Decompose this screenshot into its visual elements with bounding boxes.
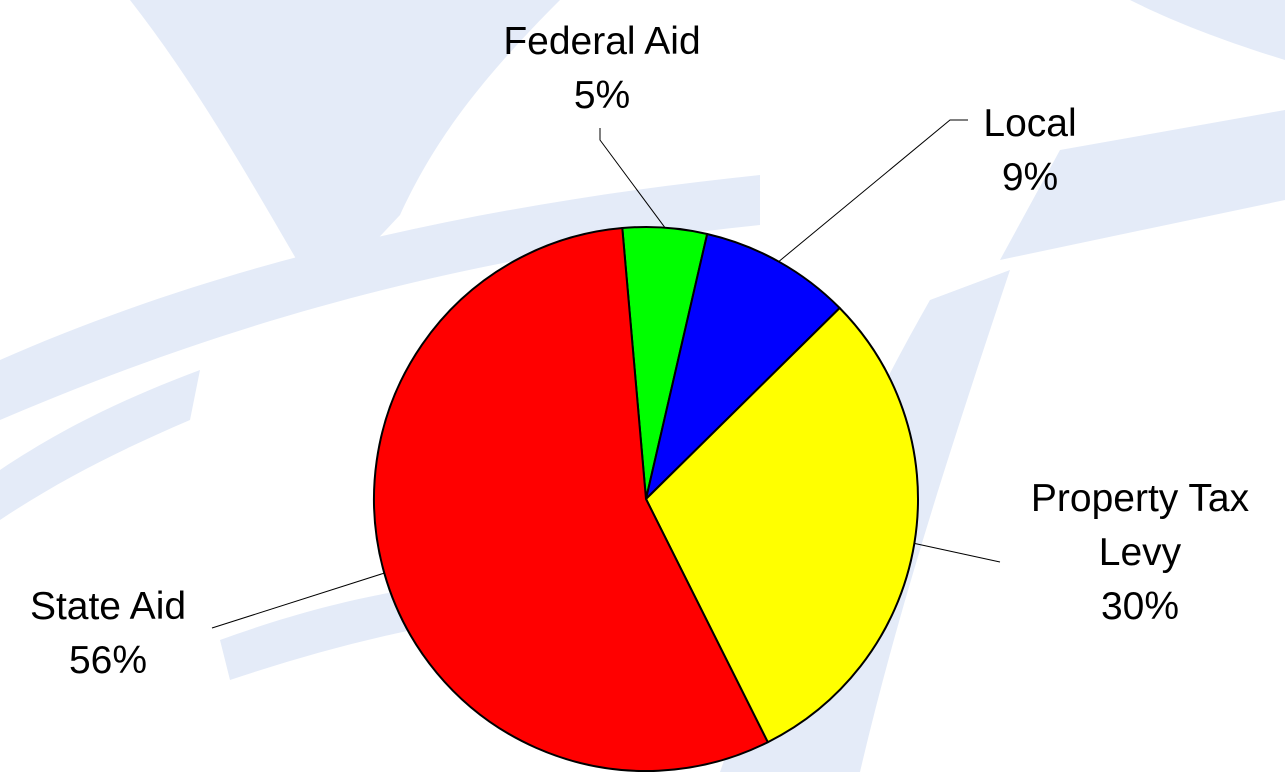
leader-line-local xyxy=(778,119,968,262)
leader-line-property-tax-levy xyxy=(914,542,1001,563)
background-swoosh-1 xyxy=(130,0,560,300)
slice-label-local: Local xyxy=(983,102,1076,145)
slice-label-property-tax-levy: Property Tax xyxy=(1031,477,1250,520)
slice-value-state-aid: 56% xyxy=(69,639,147,682)
slice-label-property-tax-levy: Levy xyxy=(1099,531,1182,574)
slice-label-state-aid: State Aid xyxy=(30,585,186,628)
leader-line-state-aid xyxy=(211,572,385,629)
slice-value-local: 9% xyxy=(1002,156,1058,199)
pie-slices xyxy=(373,226,919,772)
slice-label-federal-aid: Federal Aid xyxy=(503,20,700,63)
background-swoosh-2 xyxy=(0,175,760,420)
slice-value-federal-aid: 5% xyxy=(574,74,630,117)
leader-line-federal-aid xyxy=(599,128,666,228)
background-swoosh-5 xyxy=(0,370,200,520)
background-swoosh-7 xyxy=(1130,0,1285,60)
slice-labels: Federal Aid 5% Local 9% Property Tax Levy 30% S… xyxy=(30,20,1250,682)
background-swoosh-3 xyxy=(1000,110,1285,260)
slice-value-property-tax-levy: 30% xyxy=(1101,585,1179,628)
leader-lines xyxy=(211,119,1001,629)
